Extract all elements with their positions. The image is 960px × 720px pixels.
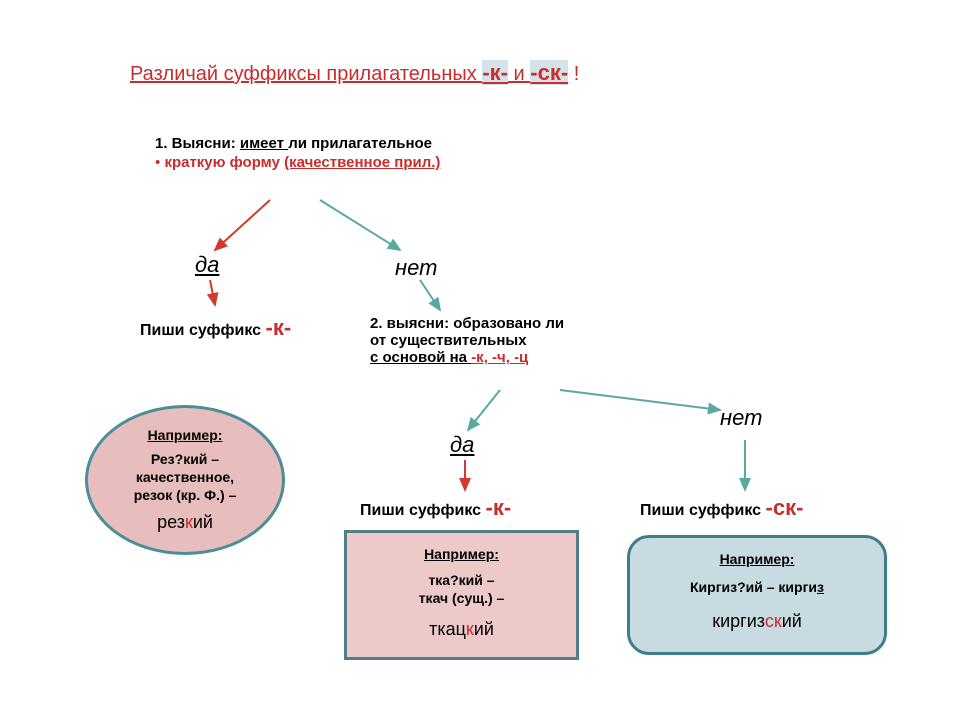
- ex1-l3: резок (кр. Ф.) –: [106, 486, 264, 504]
- main-title: Различай суффиксы прилагательных -к- и -…: [130, 60, 830, 86]
- ex1-word-pre: рез: [157, 512, 185, 532]
- ex1-l1: Рез?кий –: [106, 450, 264, 468]
- ex2-l2: ткач (сущ.) –: [361, 589, 562, 607]
- example-label-3: Например:: [644, 550, 870, 568]
- ex3-l1-pre: Киргиз?ий – кирги: [690, 579, 817, 595]
- branch2-yes: да: [450, 432, 474, 458]
- result-sk-suffix: -ск-: [766, 495, 804, 520]
- step2-l2: от существительных: [370, 332, 650, 349]
- result-k-suffix-2: -к-: [486, 495, 512, 520]
- example-rect-2: Например: тка?кий – ткач (сущ.) – ткацки…: [344, 530, 579, 660]
- result-pre-3: Пиши суффикс: [640, 502, 766, 519]
- branch1-no: нет: [395, 255, 437, 281]
- result-pre-1: Пиши суффикс: [140, 322, 266, 339]
- ex2-word-hi: к: [466, 619, 474, 639]
- ex1-word-hi: к: [185, 512, 193, 532]
- ex3-word-post: ий: [782, 611, 802, 631]
- title-pre: Различай суффиксы прилагательных: [130, 63, 482, 85]
- ex2-word-pre: ткац: [429, 619, 466, 639]
- example-label-1: Например:: [106, 426, 264, 444]
- result-k-1: Пиши суффикс -к-: [140, 315, 291, 341]
- ex2-l1: тка?кий –: [361, 571, 562, 589]
- ex2-word-post: ий: [474, 619, 494, 639]
- title-sk: -ск-: [530, 60, 568, 85]
- example-oval-1: Например: Рез?кий – качественное, резок …: [85, 405, 285, 555]
- result-sk: Пиши суффикс -ск-: [640, 495, 803, 521]
- ex1-l2: качественное,: [106, 468, 264, 486]
- result-pre-2: Пиши суффикс: [360, 502, 486, 519]
- title-post: !: [568, 63, 579, 85]
- branch1-yes: да: [195, 252, 219, 278]
- step1-l1-pre: 1. Выясни:: [155, 135, 240, 152]
- step1-l1-u: имеет: [240, 135, 288, 152]
- ex3-word-pre: киргиз: [712, 611, 765, 631]
- ex3-word-hi: ск: [765, 611, 782, 631]
- result-k-2: Пиши суффикс -к-: [360, 495, 511, 521]
- title-k: -к-: [482, 60, 508, 85]
- step1-text: 1. Выясни: имеет ли прилагательное • кра…: [155, 135, 555, 171]
- step1-l2-pre: краткую форму: [164, 154, 284, 171]
- step2-l3-suf: -к, -ч, -ц: [471, 349, 528, 366]
- step2-text: 2. выясни: образовано ли от существитель…: [370, 315, 650, 366]
- example-rect-3: Например: Киргиз?ий – киргиз киргизский: [627, 535, 887, 655]
- result-k-suffix-1: -к-: [266, 315, 292, 340]
- example-label-2: Например:: [361, 545, 562, 563]
- step1-l1-post: ли прилагательное: [288, 135, 432, 152]
- step2-l3-pre: с основой на: [370, 349, 471, 366]
- step1-l2-u: (качественное прил.): [284, 154, 440, 171]
- ex3-l1-u: з: [817, 579, 824, 595]
- branch2-no: нет: [720, 405, 762, 431]
- ex1-word-post: ий: [193, 512, 213, 532]
- step2-l1: 2. выясни: образовано ли: [370, 315, 650, 332]
- title-mid: и: [508, 63, 530, 85]
